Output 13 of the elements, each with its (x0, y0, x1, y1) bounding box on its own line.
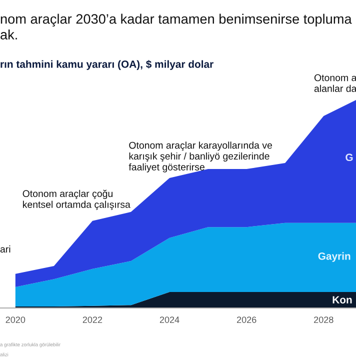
annotation: ari (0, 245, 10, 253)
x-tick-label: 2022 (82, 316, 102, 323)
x-tick-label: 2026 (236, 316, 256, 323)
x-tick-label: 2028 (314, 316, 334, 323)
series-label: Gayrin (318, 252, 350, 262)
series-label: G (346, 154, 353, 162)
series-label: Kon (332, 296, 352, 304)
x-tick-label: 2024 (160, 316, 180, 323)
chart-subtitle: rın tahmini kamu yararı (OA), $ milyar dolar (0, 60, 214, 70)
annotation: Otonom araçlar karayollarında ve karışık şehir / banliyö gezilerinde faaliyet gösterirse (128, 142, 272, 172)
x-tick-label: 2020 (6, 316, 26, 323)
chart-title: nom araçlar 2030’a kadar tamamen benimsenirse topluma ak. (0, 14, 352, 40)
annotation: Otonom araçlar çoğu kentsel ortamda çalışırsa (22, 190, 130, 210)
